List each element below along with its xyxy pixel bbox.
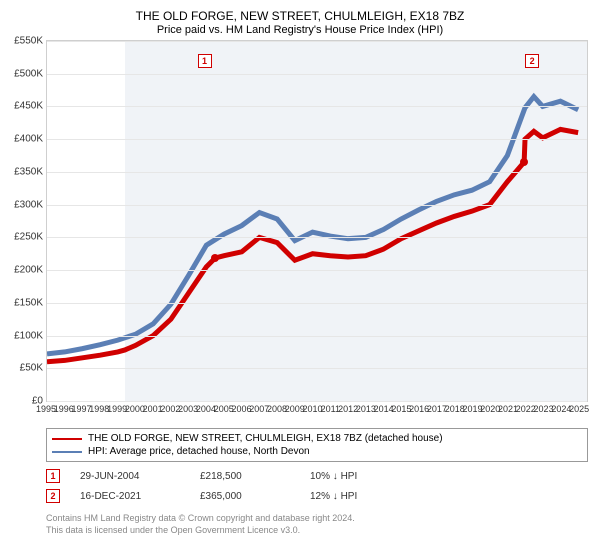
- y-tick-label: £150K: [14, 297, 43, 308]
- event-price: £218,500: [200, 471, 290, 482]
- event-row: 1 29-JUN-2004 £218,500 10% ↓ HPI: [46, 466, 588, 486]
- event-row: 2 16-DEC-2021 £365,000 12% ↓ HPI: [46, 486, 588, 506]
- y-tick-label: £300K: [14, 199, 43, 210]
- y-tick-label: £450K: [14, 101, 43, 112]
- gridline: [47, 368, 587, 369]
- gridline: [47, 74, 587, 75]
- marker-dot: [211, 254, 219, 262]
- y-tick-label: £100K: [14, 330, 43, 341]
- event-date: 16-DEC-2021: [80, 491, 180, 502]
- event-marker-icon: 1: [46, 469, 60, 483]
- gridline: [47, 336, 587, 337]
- legend-label: HPI: Average price, detached house, Nort…: [88, 446, 310, 457]
- event-price: £365,000: [200, 491, 290, 502]
- attribution: Contains HM Land Registry data © Crown c…: [46, 512, 588, 536]
- legend-swatch: [52, 451, 82, 453]
- chart-area: £0£50K£100K£150K£200K£250K£300K£350K£400…: [46, 40, 588, 420]
- marker-label: 1: [198, 54, 212, 68]
- y-tick-label: £550K: [14, 36, 43, 47]
- event-marker-icon: 2: [46, 489, 60, 503]
- marker-dot: [520, 158, 528, 166]
- x-tick-label: 2025: [569, 404, 589, 414]
- legend-item: THE OLD FORGE, NEW STREET, CHULMLEIGH, E…: [52, 432, 582, 445]
- legend: THE OLD FORGE, NEW STREET, CHULMLEIGH, E…: [46, 428, 588, 462]
- line-series: [47, 41, 587, 401]
- chart-subtitle: Price paid vs. HM Land Registry's House …: [0, 24, 600, 40]
- gridline: [47, 303, 587, 304]
- gridline: [47, 237, 587, 238]
- legend-label: THE OLD FORGE, NEW STREET, CHULMLEIGH, E…: [88, 433, 443, 444]
- x-tick-label: 2010: [303, 404, 323, 414]
- gridline: [47, 205, 587, 206]
- chart-title: THE OLD FORGE, NEW STREET, CHULMLEIGH, E…: [0, 0, 600, 24]
- gridline: [47, 270, 587, 271]
- event-pct: 12% ↓ HPI: [310, 491, 357, 502]
- y-tick-label: £400K: [14, 134, 43, 145]
- gridline: [47, 139, 587, 140]
- attribution-line: Contains HM Land Registry data © Crown c…: [46, 512, 588, 524]
- y-tick-label: £250K: [14, 232, 43, 243]
- y-tick-label: £350K: [14, 166, 43, 177]
- events-table: 1 29-JUN-2004 £218,500 10% ↓ HPI 2 16-DE…: [46, 466, 588, 506]
- x-axis-ticks: 1995199619971998199920002001200220032004…: [46, 402, 588, 420]
- legend-item: HPI: Average price, detached house, Nort…: [52, 445, 582, 458]
- gridline: [47, 41, 587, 42]
- y-tick-label: £50K: [20, 363, 43, 374]
- y-tick-label: £200K: [14, 265, 43, 276]
- gridline: [47, 106, 587, 107]
- gridline: [47, 172, 587, 173]
- event-date: 29-JUN-2004: [80, 471, 180, 482]
- marker-label: 2: [525, 54, 539, 68]
- y-tick-label: £500K: [14, 68, 43, 79]
- series-line-hpi: [47, 97, 578, 354]
- attribution-line: This data is licensed under the Open Gov…: [46, 524, 588, 536]
- x-tick-label: 2011: [321, 404, 340, 414]
- legend-swatch: [52, 438, 82, 440]
- plot-area: £0£50K£100K£150K£200K£250K£300K£350K£400…: [46, 40, 588, 402]
- event-pct: 10% ↓ HPI: [310, 471, 357, 482]
